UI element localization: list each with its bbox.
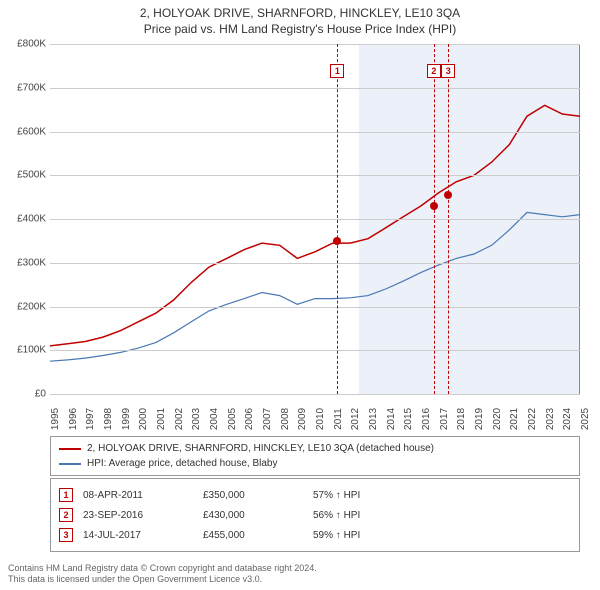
y-tick-label: £0 [4,389,46,400]
price-chart: £0£100K£200K£300K£400K£500K£600K£700K£80… [50,44,580,394]
legend-row: 2, HOLYOAK DRIVE, SHARNFORD, HINCKLEY, L… [59,441,571,456]
x-tick-label: 2004 [209,408,220,430]
x-tick-label: 2013 [368,408,379,430]
x-tick-label: 1999 [121,408,132,430]
legend-row: HPI: Average price, detached house, Blab… [59,456,571,471]
title-line-2: Price paid vs. HM Land Registry's House … [10,22,590,36]
legend: 2, HOLYOAK DRIVE, SHARNFORD, HINCKLEY, L… [50,436,580,476]
x-tick-label: 2011 [333,408,344,430]
marker-badge: 1 [330,64,344,78]
marker-table: 1 08-APR-2011£350,00057% ↑ HPI 2 23-SEP-201… [50,478,580,552]
y-gridline [50,263,580,264]
x-tick-label: 2007 [262,408,273,430]
x-tick-label: 2006 [244,408,255,430]
y-gridline [50,175,580,176]
x-tick-label: 1997 [85,408,96,430]
marker-date: 23-SEP-2016 [83,510,203,521]
x-tick-label: 2016 [421,408,432,430]
marker-id-badge: 1 [59,488,73,502]
marker-badge: 3 [441,64,455,78]
marker-price: £430,000 [203,510,313,521]
marker-dot [444,191,452,199]
marker-id-badge: 3 [59,528,73,542]
marker-table-row: 2 23-SEP-2016£430,00056% ↑ HPI [59,505,571,525]
y-gridline [50,219,580,220]
x-tick-label: 2010 [315,408,326,430]
y-gridline [50,88,580,89]
marker-price: £455,000 [203,530,313,541]
marker-dot [333,237,341,245]
marker-table-row: 1 08-APR-2011£350,00057% ↑ HPI [59,485,571,505]
series-hpi [50,212,580,361]
x-tick-label: 1996 [68,408,79,430]
marker-price: £350,000 [203,490,313,501]
y-gridline [50,44,580,45]
marker-line [434,44,435,394]
x-tick-label: 2005 [227,408,238,430]
marker-delta: 59% ↑ HPI [313,530,571,541]
y-tick-label: £800K [4,39,46,50]
legend-swatch [59,448,81,450]
series-price_paid [50,105,580,346]
x-tick-label: 2002 [174,408,185,430]
x-tick-label: 2023 [545,408,556,430]
legend-label: 2, HOLYOAK DRIVE, SHARNFORD, HINCKLEY, L… [87,441,434,456]
marker-badge: 2 [427,64,441,78]
marker-date: 14-JUL-2017 [83,530,203,541]
x-tick-label: 2008 [280,408,291,430]
y-gridline [50,307,580,308]
x-tick-label: 2018 [456,408,467,430]
y-tick-label: £500K [4,170,46,181]
y-gridline [50,132,580,133]
x-tick-label: 2012 [350,408,361,430]
marker-dot [430,202,438,210]
marker-line [448,44,449,394]
footer-attribution: Contains HM Land Registry data © Crown c… [8,563,317,586]
legend-label: HPI: Average price, detached house, Blab… [87,456,278,471]
x-tick-label: 2017 [439,408,450,430]
y-gridline [50,350,580,351]
x-tick-label: 2009 [297,408,308,430]
x-tick-label: 2001 [156,408,167,430]
x-tick-label: 2000 [138,408,149,430]
marker-date: 08-APR-2011 [83,490,203,501]
title-line-1: 2, HOLYOAK DRIVE, SHARNFORD, HINCKLEY, L… [10,6,590,20]
x-tick-label: 1995 [50,408,61,430]
y-tick-label: £600K [4,126,46,137]
y-tick-label: £400K [4,214,46,225]
marker-delta: 57% ↑ HPI [313,490,571,501]
y-tick-label: £700K [4,82,46,93]
x-tick-label: 1998 [103,408,114,430]
marker-table-row: 3 14-JUL-2017£455,00059% ↑ HPI [59,525,571,545]
marker-delta: 56% ↑ HPI [313,510,571,521]
y-tick-label: £300K [4,257,46,268]
x-tick-label: 2014 [386,408,397,430]
footer-line-1: Contains HM Land Registry data © Crown c… [8,563,317,575]
x-tick-label: 2021 [509,408,520,430]
x-tick-label: 2003 [191,408,202,430]
chart-title: 2, HOLYOAK DRIVE, SHARNFORD, HINCKLEY, L… [0,0,600,38]
x-tick-label: 2015 [403,408,414,430]
x-tick-label: 2025 [580,408,591,430]
x-tick-label: 2022 [527,408,538,430]
y-tick-label: £200K [4,301,46,312]
x-tick-label: 2024 [562,408,573,430]
marker-line [337,44,338,394]
x-tick-label: 2020 [492,408,503,430]
x-tick-label: 2019 [474,408,485,430]
marker-id-badge: 2 [59,508,73,522]
y-tick-label: £100K [4,345,46,356]
footer-line-2: This data is licensed under the Open Gov… [8,574,317,586]
y-gridline [50,394,580,395]
legend-swatch [59,463,81,465]
